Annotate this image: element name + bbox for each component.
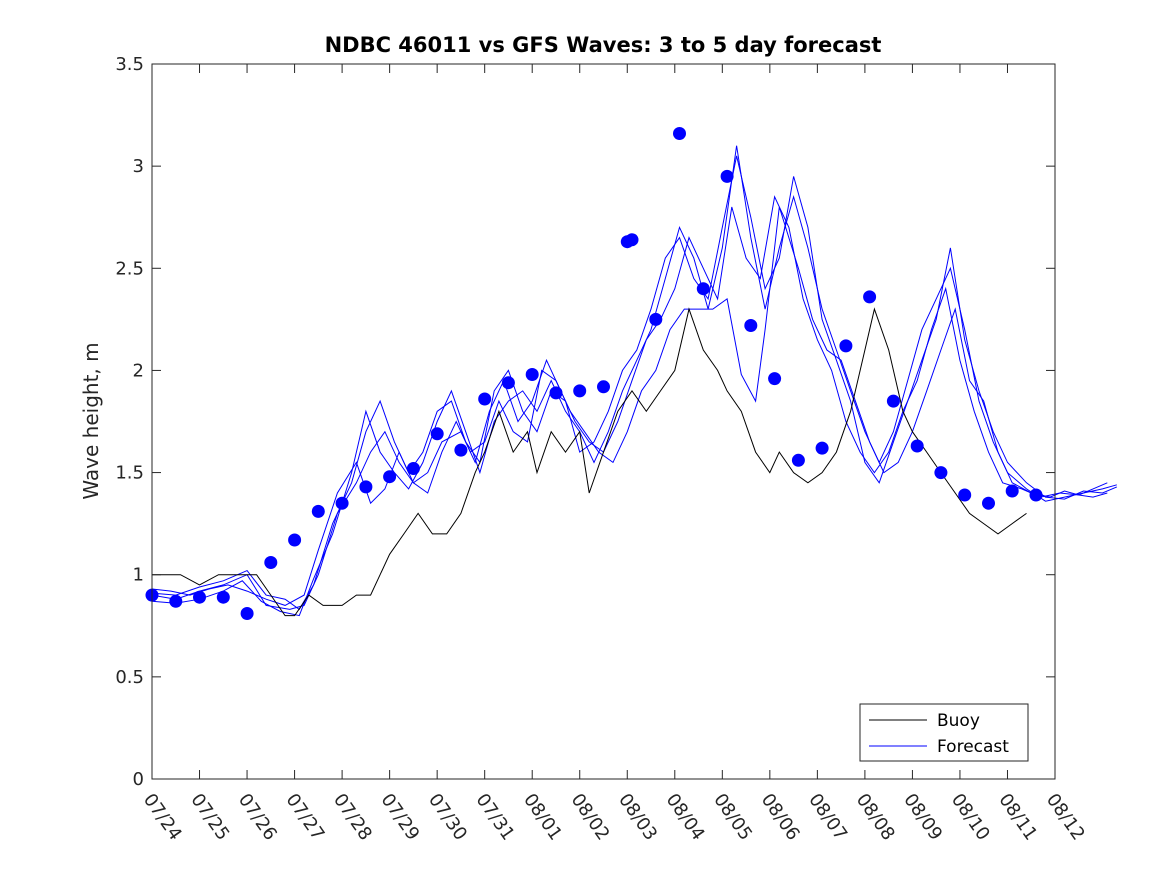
legend-buoy-label: Buoy [937,711,980,731]
forecast-marker-24 [696,282,710,296]
chart-title: NDBC 46011 vs GFS Waves: 3 to 5 day fore… [325,33,882,57]
forecast-marker-31 [863,290,877,304]
legend-forecast-label: Forecast [937,737,1009,757]
forecast-marker-28 [791,453,805,467]
forecast-marker-22 [649,312,663,326]
forecast-marker-18 [573,384,587,398]
forecast-marker-15 [501,376,515,390]
series-forecast-line-2 [151,195,1108,610]
forecast-marker-13 [454,443,468,457]
forecast-marker-21 [625,233,639,247]
forecast-marker-34 [934,466,948,480]
forecast-marker-1 [169,594,183,608]
forecast-marker-25 [720,169,734,183]
series-forecast-line-3 [151,145,1117,617]
y-tick-label: 0.5 [115,667,144,688]
forecast-marker-23 [673,127,686,140]
legend-box [859,703,1029,762]
forecast-marker-4 [240,607,254,620]
y-tick-label: 1.5 [115,463,144,484]
forecast-marker-14 [478,392,492,406]
series-forecast-line-1 [151,206,1108,606]
forecast-marker-3 [216,590,230,604]
y-tick-label: 0 [133,769,144,790]
forecast-marker-26 [744,319,758,332]
y-tick-label: 3 [133,156,144,177]
forecast-marker-5 [264,556,278,569]
forecast-marker-8 [335,496,349,510]
forecast-marker-36 [982,496,995,510]
y-tick-label: 2.5 [115,258,144,279]
y-axis-label: Wave height, m [79,342,103,499]
forecast-marker-6 [288,533,302,547]
forecast-marker-12 [430,427,444,441]
forecast-marker-38 [1029,488,1043,502]
forecast-marker-16 [525,368,539,381]
forecast-marker-32 [886,394,900,408]
forecast-marker-7 [311,504,325,518]
series-forecast-line-4 [151,155,1117,611]
forecast-marker-9 [359,480,373,494]
forecast-marker-11 [406,462,420,475]
forecast-markers [145,127,1043,620]
forecast-marker-10 [383,470,397,484]
legend: Buoy Forecast [859,703,1029,762]
forecast-marker-35 [958,488,972,502]
y-tick-label: 3.5 [115,54,144,75]
forecast-marker-29 [815,441,829,455]
series-buoy-line [152,307,1027,617]
forecast-marker-17 [549,386,563,400]
forecast-marker-33 [910,439,924,453]
plot-frame [151,63,1056,780]
forecast-marker-37 [1005,484,1019,498]
y-tick-label: 1 [133,565,144,586]
y-axis: 0 0.5 1 1.5 2 2.5 3 3.5 [115,54,1055,790]
forecast-marker-27 [768,372,782,386]
y-tick-label: 2 [133,360,144,381]
forecast-marker-19 [597,380,610,394]
series-group [151,145,1117,617]
forecast-marker-2 [193,590,206,604]
forecast-marker-30 [839,339,853,353]
